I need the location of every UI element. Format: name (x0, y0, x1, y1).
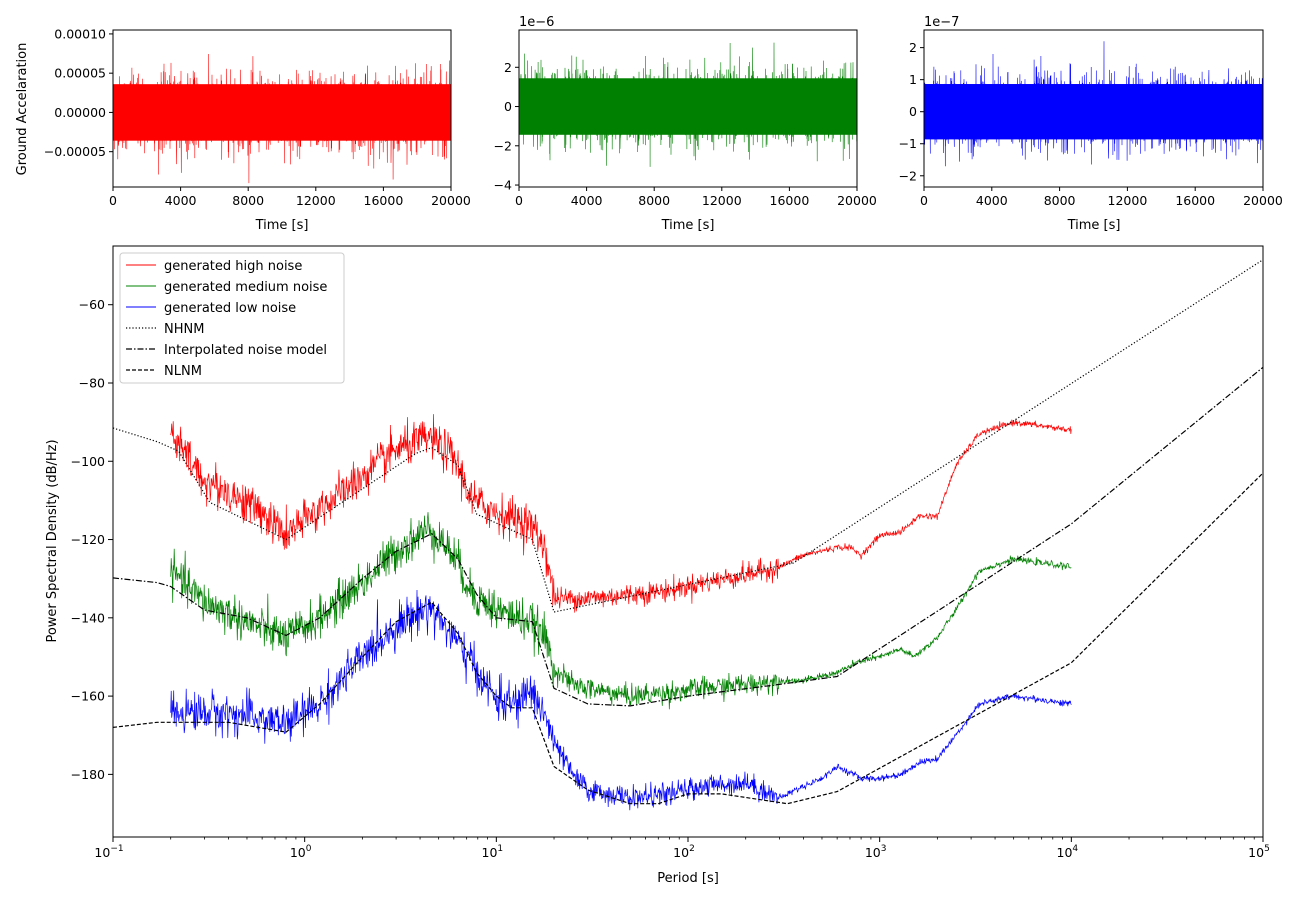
ts-medium-xtick-label: 12000 (702, 193, 742, 208)
psd-xtick-label: 105 (1248, 844, 1270, 860)
ts-low-xtick-label: 16000 (1175, 193, 1215, 208)
legend-label-interpolated: Interpolated noise model (164, 343, 327, 358)
ts-low-xtick-label: 8000 (1044, 193, 1076, 208)
ts-low-ytick-label: 0 (909, 104, 917, 119)
ts-high-ytick-label: 0.00005 (54, 66, 106, 81)
ts-medium-ytick-label: 2 (504, 60, 512, 75)
psd-series-generated-medium-noise (170, 512, 1072, 710)
ts-low-frame (923, 29, 1264, 188)
ts-high-ylabel: Ground Accelaration (15, 43, 30, 176)
psd-ytick-label: −120 (71, 532, 105, 547)
legend-frame (119, 252, 345, 384)
ts-medium-frame (518, 29, 858, 188)
legend-label-nhnm: NHNM (164, 322, 204, 337)
ts-high-xtick-label: 12000 (296, 193, 336, 208)
psd-xtick-label: 10−1 (94, 844, 123, 860)
ts-low-ytick-label: −1 (899, 136, 917, 151)
ts-high-xtick-label: 0 (109, 193, 117, 208)
plots-layer: 0 4000 8000 12000 16000 20000−0.000050.000000… (44, 26, 1283, 860)
ts-high-xlabel: Time [s] (255, 218, 309, 233)
ts-high-xtick-label: 8000 (232, 193, 264, 208)
ts-medium-ytick-label: −2 (494, 138, 512, 153)
psd-ytick-label: −180 (71, 767, 105, 782)
ts-low-xtick-label: 20000 (1243, 193, 1283, 208)
psd-xtick-label: 102 (673, 844, 695, 860)
psd-ylabel: Power Spectral Density (dB/Hz) (45, 439, 60, 642)
ts-low-xtick-label: 0 (920, 193, 928, 208)
ts-low-offset-text: 1e−7 (924, 15, 959, 30)
ts-high-signal-core (113, 84, 451, 141)
psd-legend: generated high noise generated medium no… (119, 252, 345, 384)
psd-xtick-label: 100 (290, 844, 312, 860)
ts-medium-xtick-label: 16000 (770, 193, 810, 208)
legend-label-high: generated high noise (164, 259, 302, 274)
ts-high-axes: 0 4000 8000 12000 16000 20000 −0.00005 0.00000 0… (44, 26, 471, 208)
psd-ytick-label: −140 (71, 610, 105, 625)
psd-xtick-label: 103 (865, 844, 887, 860)
ts-medium-xlabel: Time [s] (661, 218, 715, 233)
ts-medium-axes: 0 4000 8000 12000 16000 20000 −4 −2 0 2 (494, 29, 877, 208)
psd-series-interpolated-noise-model (113, 366, 1263, 707)
ts-high-ytick-label: 0.00000 (54, 105, 106, 120)
ts-medium-xtick-label: 8000 (638, 193, 670, 208)
psd-axes: 10−1 100 101 102 103 104 105 −180 −160 −140 −120 −1… (71, 245, 1270, 860)
psd-xtick-label: 104 (1057, 844, 1079, 860)
ts-low-xtick-label: 4000 (976, 193, 1008, 208)
psd-ytick-label: −100 (71, 454, 105, 469)
psd-series-nlnm (113, 472, 1263, 805)
ts-high-xtick-label: 16000 (364, 193, 404, 208)
psd-series-generated-low-noise (170, 589, 1072, 811)
ts-medium-signal-core (519, 78, 857, 135)
ts-medium-ytick-label: −4 (494, 178, 512, 193)
ts-low-xtick-label: 12000 (1108, 193, 1148, 208)
psd-ytick-label: −60 (79, 297, 105, 312)
ts-medium-xtick-label: 4000 (571, 193, 603, 208)
legend-label-medium: generated medium noise (164, 280, 327, 295)
ts-high-xtick-label: 20000 (431, 193, 471, 208)
ts-low-xlabel: Time [s] (1067, 218, 1121, 233)
ts-medium-xtick-label: 0 (515, 193, 523, 208)
psd-series-generated-high-noise (170, 414, 1072, 613)
ts-medium-xtick-label: 20000 (837, 193, 877, 208)
ts-medium-ytick-label: 0 (504, 99, 512, 114)
legend-label-nlnm: NLNM (164, 364, 202, 379)
ts-high-ytick-label: 0.00010 (54, 26, 106, 41)
ts-low-ytick-label: 1 (909, 72, 917, 87)
ts-low-ytick-label: 2 (909, 40, 917, 55)
ts-low-ytick-label: −2 (899, 168, 917, 183)
ts-high-xtick-label: 4000 (165, 193, 197, 208)
psd-ytick-label: −80 (79, 375, 105, 390)
ts-high-frame (112, 29, 452, 188)
legend-label-low: generated low noise (164, 301, 296, 316)
psd-xlabel: Period [s] (657, 871, 719, 886)
ts-high-ytick-label: −0.00005 (44, 144, 106, 159)
ts-low-axes: 0 4000 8000 12000 16000 20000 −2 −1 0 1 2 (899, 29, 1283, 208)
ts-low-signal-core (924, 84, 1263, 140)
psd-ytick-label: −160 (71, 689, 105, 704)
ts-medium-offset-text: 1e−6 (519, 15, 554, 30)
psd-xtick-label: 101 (482, 844, 504, 860)
